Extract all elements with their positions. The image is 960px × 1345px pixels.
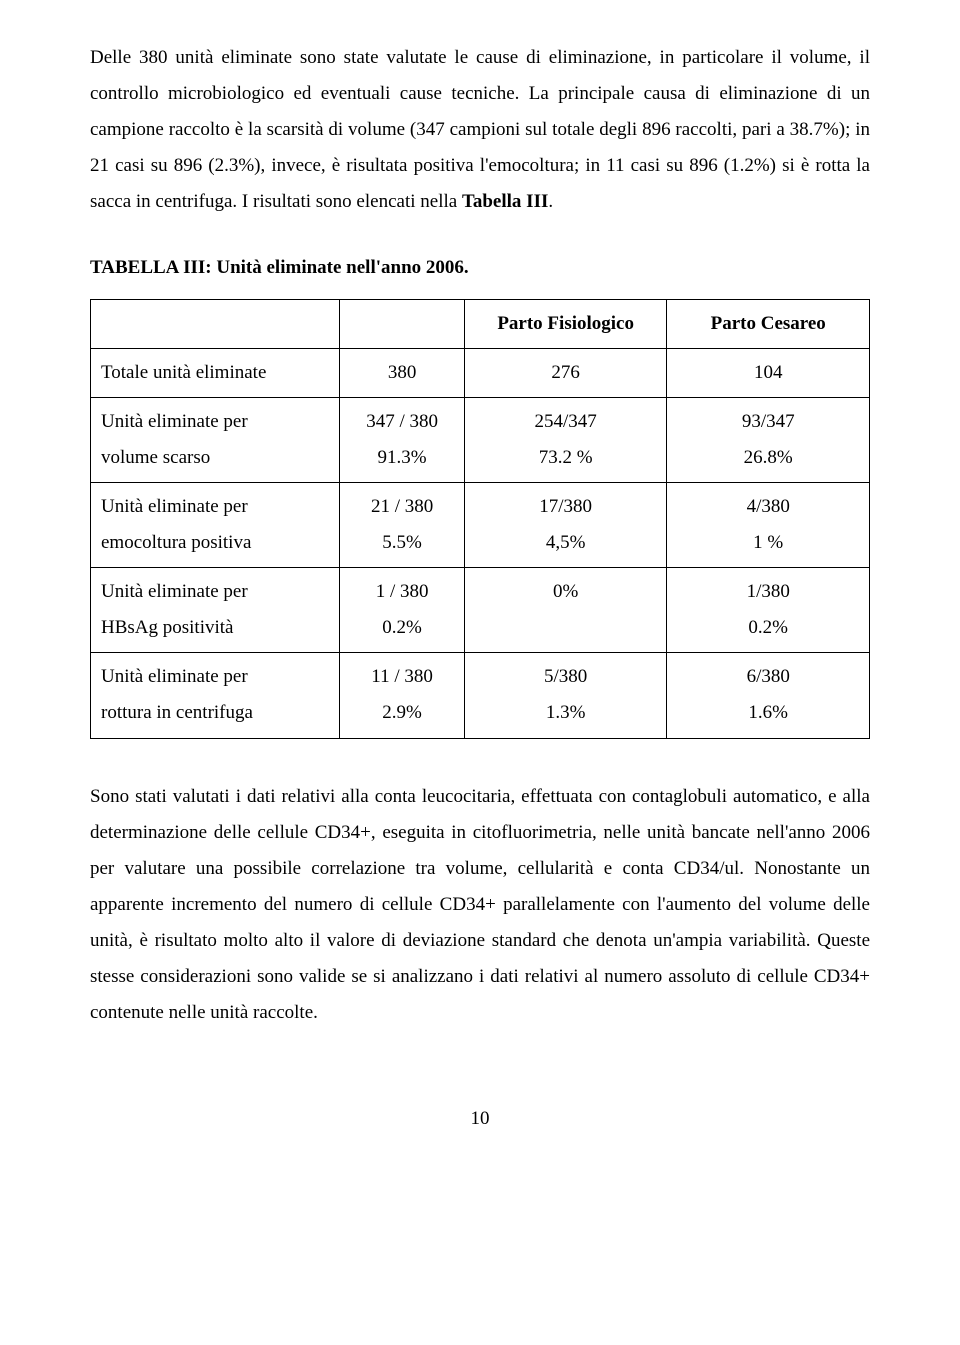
row-cesareo-l1: 1/380 [677, 574, 859, 610]
row-cesareo-l2: 1 % [677, 525, 859, 561]
table-row: Unità eliminate per emocoltura positiva … [91, 482, 870, 567]
row-fisio: 17/380 4,5% [464, 482, 667, 567]
row-label-l1: Unità eliminate per [101, 404, 329, 440]
row-label-l2: rottura in centrifuga [101, 695, 329, 731]
table-header-cesareo: Parto Cesareo [667, 299, 870, 348]
row-fisio-l1: 17/380 [475, 489, 657, 525]
row-label: Unità eliminate per HBsAg positività [91, 568, 340, 653]
paragraph-1-bold: Tabella III [462, 191, 548, 212]
table-body: Totale unità eliminate 380 276 104 Unità… [91, 348, 870, 738]
row-cesareo-l1: 4/380 [677, 489, 859, 525]
row-value-l2: 0.2% [350, 610, 454, 646]
row-label: Unità eliminate per emocoltura positiva [91, 482, 340, 567]
table-row: Unità eliminate per HBsAg positività 1 /… [91, 568, 870, 653]
row-fisio-l1: 5/380 [475, 659, 657, 695]
row-cesareo: 6/380 1.6% [667, 653, 870, 738]
row-label-l1: Unità eliminate per [101, 659, 329, 695]
row-label: Totale unità eliminate [91, 348, 340, 397]
table-header-row: Parto Fisiologico Parto Cesareo [91, 299, 870, 348]
row-value-l1: 380 [350, 355, 454, 391]
table-header-empty-1 [91, 299, 340, 348]
row-cesareo-l1: 93/347 [677, 404, 859, 440]
row-cesareo: 93/347 26.8% [667, 397, 870, 482]
row-fisio: 276 [464, 348, 667, 397]
row-value: 1 / 380 0.2% [340, 568, 465, 653]
row-label-l2: HBsAg positività [101, 610, 329, 646]
table-row: Unità eliminate per rottura in centrifug… [91, 653, 870, 738]
page-number: 10 [90, 1101, 870, 1137]
row-fisio: 0% [464, 568, 667, 653]
row-fisio-l1: 0% [475, 574, 657, 610]
table-row: Totale unità eliminate 380 276 104 [91, 348, 870, 397]
paragraph-1-text-b: . [548, 191, 553, 212]
row-value-l2: 91.3% [350, 440, 454, 476]
paragraph-1: Delle 380 unità eliminate sono state val… [90, 40, 870, 220]
table-header-empty-2 [340, 299, 465, 348]
paragraph-2: Sono stati valutati i dati relativi alla… [90, 779, 870, 1032]
paragraph-1-text-a: Delle 380 unità eliminate sono state val… [90, 47, 870, 212]
row-fisio-l1: 276 [475, 355, 657, 391]
row-cesareo-l1: 104 [677, 355, 859, 391]
row-label-l1: Unità eliminate per [101, 574, 329, 610]
row-fisio: 254/347 73.2 % [464, 397, 667, 482]
row-value-l1: 347 / 380 [350, 404, 454, 440]
table-heading: TABELLA III: Unità eliminate nell'anno 2… [90, 250, 870, 286]
row-cesareo-l1: 6/380 [677, 659, 859, 695]
row-fisio-l2: 4,5% [475, 525, 657, 561]
row-value-l2: 2.9% [350, 695, 454, 731]
row-label: Unità eliminate per volume scarso [91, 397, 340, 482]
row-value: 11 / 380 2.9% [340, 653, 465, 738]
row-value-l2: 5.5% [350, 525, 454, 561]
row-cesareo: 104 [667, 348, 870, 397]
row-cesareo: 4/380 1 % [667, 482, 870, 567]
row-value: 347 / 380 91.3% [340, 397, 465, 482]
row-value: 21 / 380 5.5% [340, 482, 465, 567]
row-label: Unità eliminate per rottura in centrifug… [91, 653, 340, 738]
row-fisio-l2: 1.3% [475, 695, 657, 731]
row-label-l1: Totale unità eliminate [101, 355, 329, 391]
row-value-l1: 11 / 380 [350, 659, 454, 695]
row-label-l2: emocoltura positiva [101, 525, 329, 561]
row-value: 380 [340, 348, 465, 397]
table-row: Unità eliminate per volume scarso 347 / … [91, 397, 870, 482]
table-eliminated-units: Parto Fisiologico Parto Cesareo Totale u… [90, 299, 870, 739]
row-cesareo: 1/380 0.2% [667, 568, 870, 653]
row-value-l1: 21 / 380 [350, 489, 454, 525]
row-value-l1: 1 / 380 [350, 574, 454, 610]
row-fisio-l1: 254/347 [475, 404, 657, 440]
row-cesareo-l2: 0.2% [677, 610, 859, 646]
row-label-l2: volume scarso [101, 440, 329, 476]
row-cesareo-l2: 26.8% [677, 440, 859, 476]
table-header-fisio: Parto Fisiologico [464, 299, 667, 348]
row-cesareo-l2: 1.6% [677, 695, 859, 731]
row-fisio-l2: 73.2 % [475, 440, 657, 476]
row-label-l1: Unità eliminate per [101, 489, 329, 525]
row-fisio: 5/380 1.3% [464, 653, 667, 738]
